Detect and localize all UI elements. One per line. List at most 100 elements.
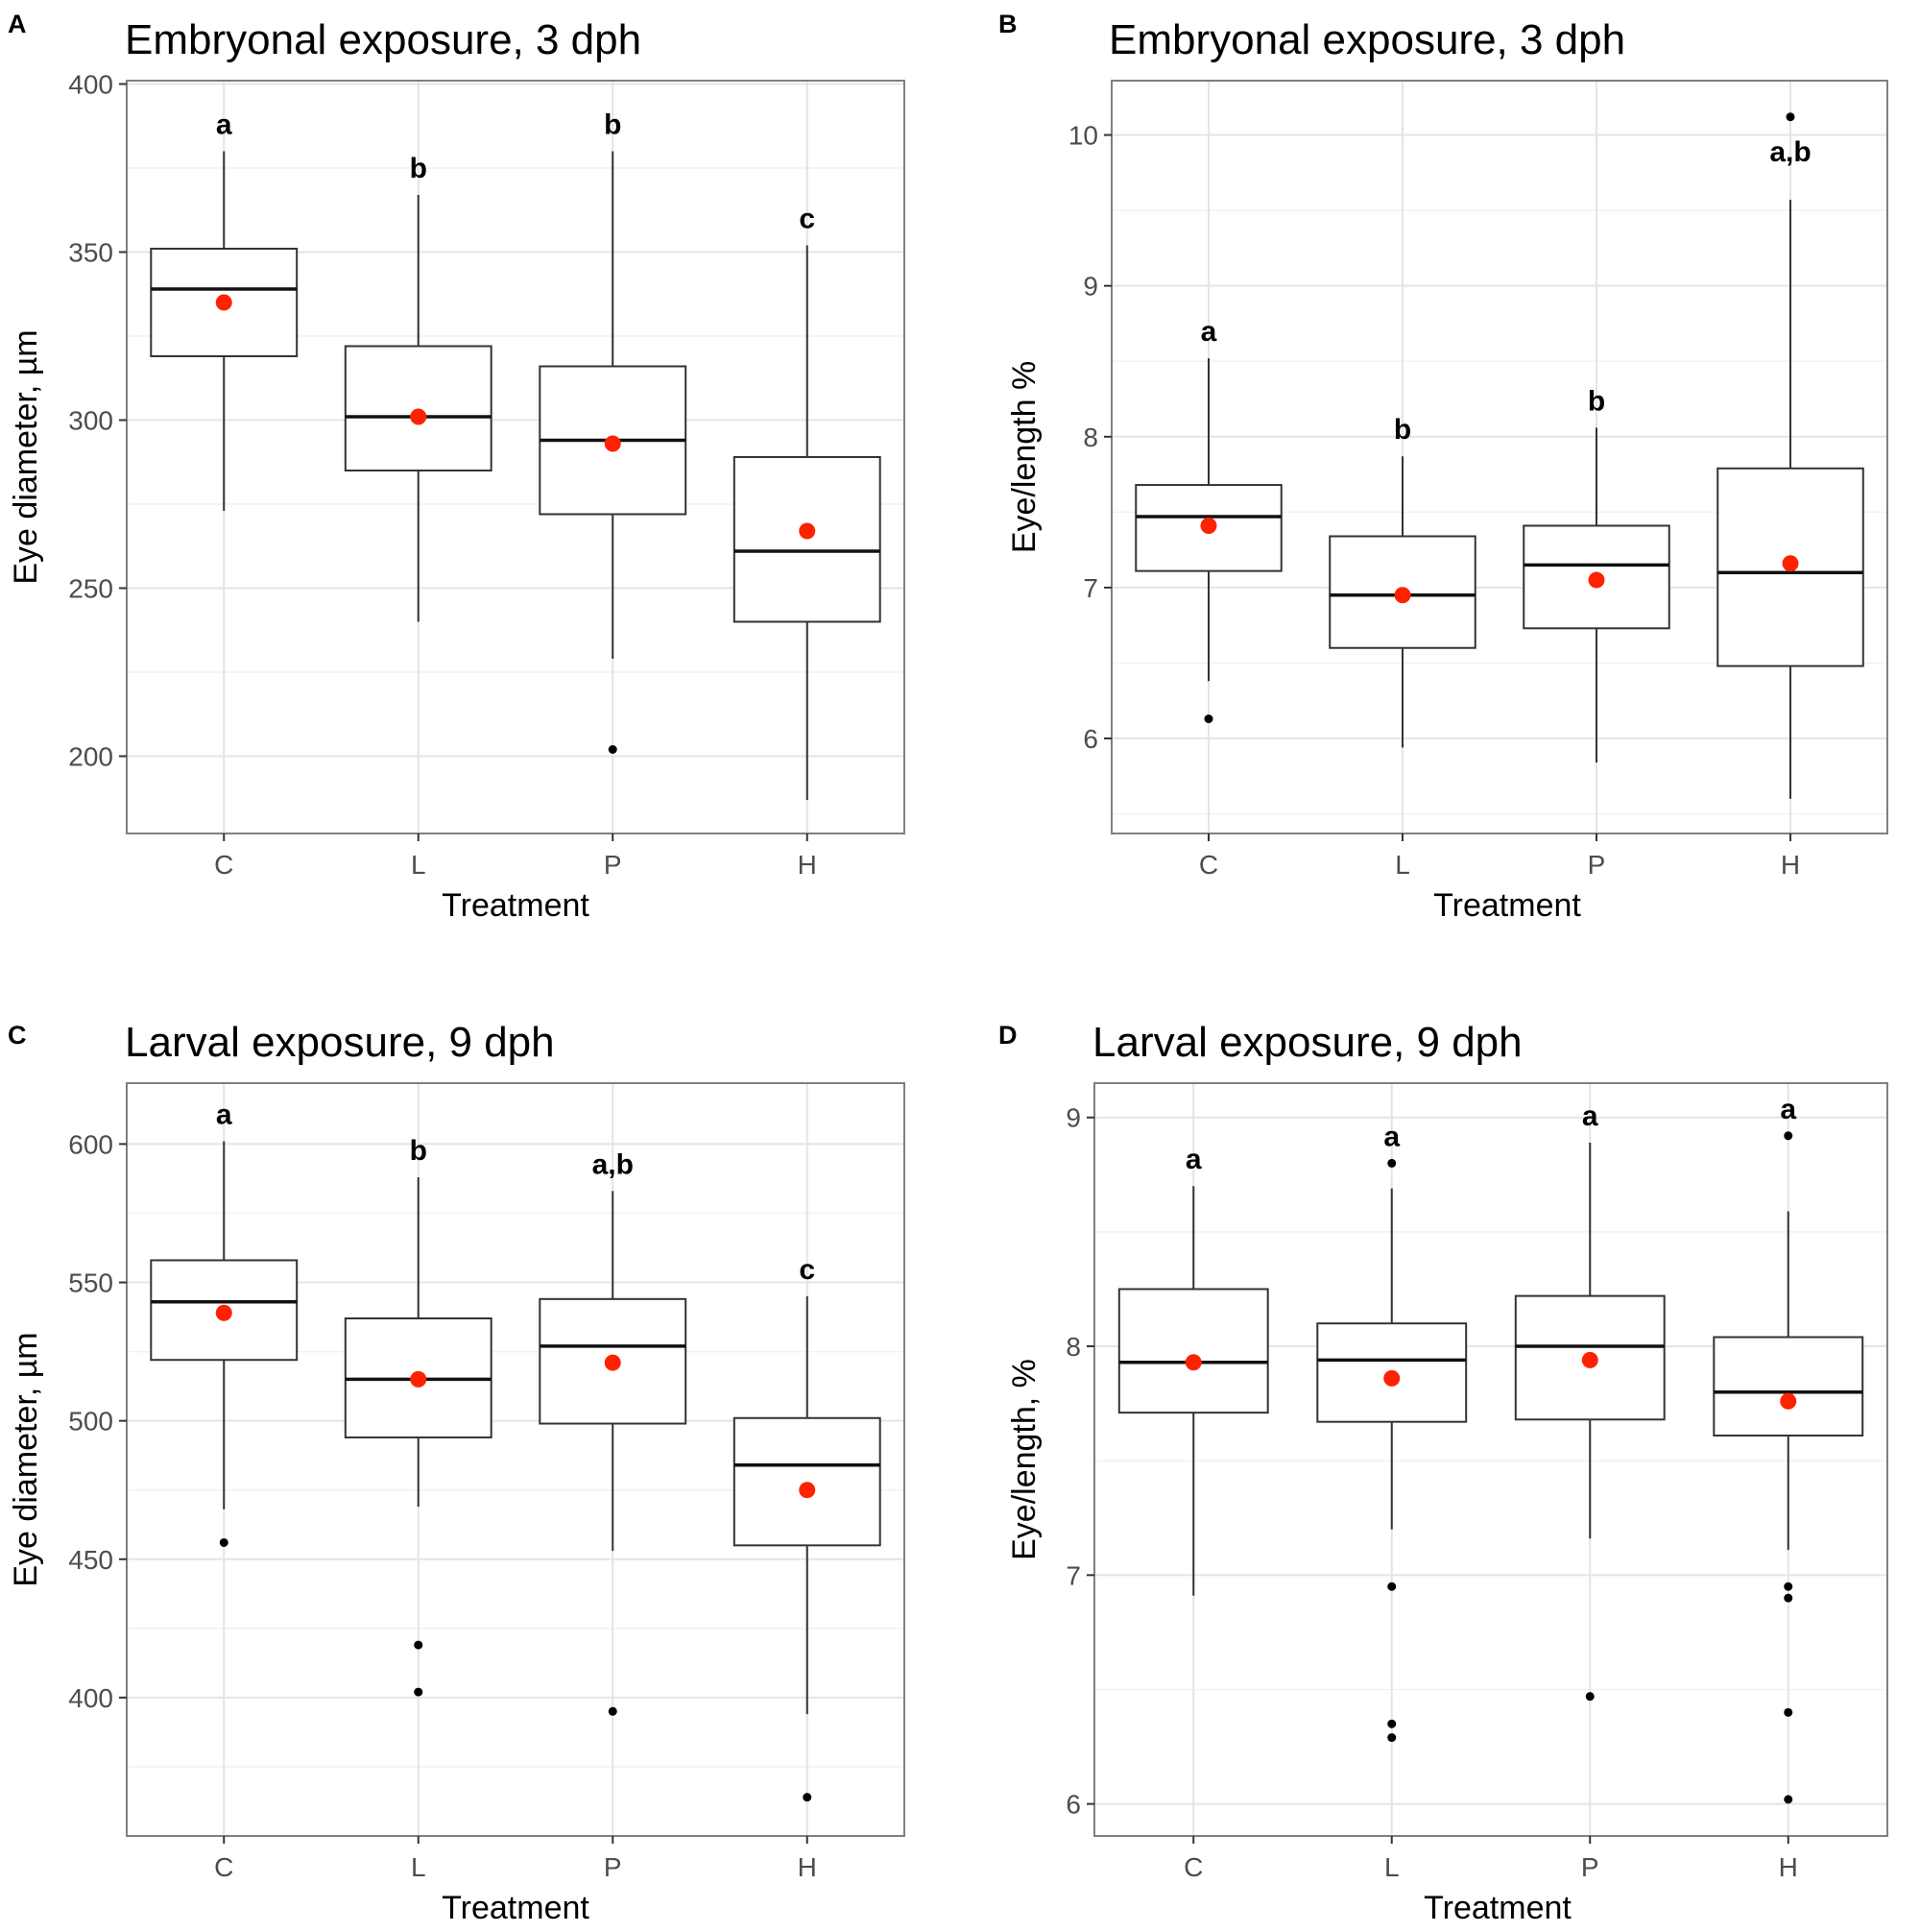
panel-d-p-significance-letter: a <box>1582 1100 1598 1132</box>
panel-a-l-significance-letter: b <box>410 153 427 184</box>
panel-c-c-outlier-point <box>219 1537 228 1547</box>
panel-d-y-axis-title: Eye/length, % <box>1006 1359 1043 1560</box>
panel-d-x-tick-label: L <box>1384 1852 1400 1882</box>
panel-b-y-tick-label: 6 <box>1083 724 1098 754</box>
panel-d-l-outlier-point <box>1387 1733 1397 1743</box>
panel-a-x-tick-label: P <box>604 850 622 880</box>
panel-a-l-box <box>344 345 492 471</box>
panel-c-x-tick-label: H <box>798 1852 817 1882</box>
panel-b-l-mean-point <box>1394 587 1411 604</box>
panel-a-y-tick-label: 350 <box>68 238 113 268</box>
panel-a-p-outlier-point <box>608 745 617 754</box>
panel-a-x-tick-label: C <box>214 850 233 880</box>
panel-a-x-tick-label: H <box>798 850 817 880</box>
panel-d-y-tick-label: 9 <box>1066 1103 1081 1133</box>
panel-c-x-axis-title: Treatment <box>442 1890 589 1926</box>
panel-c-y-tick-label: 500 <box>68 1407 113 1437</box>
panel-b-p-significance-letter: b <box>1588 385 1605 417</box>
panel-b-p-mean-point <box>1588 571 1605 589</box>
panel-a-h-significance-letter: c <box>799 204 815 235</box>
panel-b-l-significance-letter: b <box>1394 414 1411 446</box>
panel-c-border <box>126 1082 905 1837</box>
panel-c: C Larval exposure, 9 dph a b a,b c 400 450 50… <box>8 1019 905 1926</box>
panel-c-y-tick-label: 550 <box>68 1268 113 1298</box>
panel-a-y-tick-label: 250 <box>68 574 113 604</box>
panel-b-x-tick-label: L <box>1395 850 1410 880</box>
panel-a-h-box <box>732 456 881 623</box>
panel-c-c-significance-letter: a <box>216 1099 232 1131</box>
panel-d-c-box <box>1117 1288 1269 1414</box>
panel-d-c-significance-letter: a <box>1186 1144 1202 1175</box>
panel-b-c-significance-letter: a <box>1201 316 1217 348</box>
panel-c-h-box <box>732 1416 881 1547</box>
panel-label-c: C <box>8 1021 27 1050</box>
panel-c-y-axis-title: Eye diameter, µm <box>8 1332 44 1586</box>
panel-c-y-tick-label: 450 <box>68 1545 113 1575</box>
panel-b-x-axis-title: Treatment <box>1433 887 1581 924</box>
panel-b-y-axis-title: Eye/length % <box>1006 361 1043 553</box>
panel-b-border <box>1111 80 1888 834</box>
panel-c-x-tick-label: P <box>604 1852 622 1882</box>
panel-d-l-outlier-point <box>1387 1719 1397 1728</box>
panel-c-l-outlier-point <box>414 1687 423 1697</box>
panel-c-p-outlier-point <box>608 1706 617 1716</box>
panel-b-y-axis: 6 7 8 9 10 <box>1068 121 1112 754</box>
panel-a-y-tick-label: 200 <box>68 742 113 772</box>
panel-c-x-tick-label: C <box>214 1852 233 1882</box>
panel-a-border <box>126 80 905 834</box>
panel-d-h-outlier-point <box>1784 1707 1793 1717</box>
panel-d-h-outlier-point <box>1784 1795 1793 1804</box>
panel-d-y-tick-label: 7 <box>1066 1560 1081 1590</box>
panel-b-x-tick-label: C <box>1199 850 1218 880</box>
panel-d-h-box <box>1713 1336 1864 1437</box>
panel-c-boxes: a b a,b c <box>150 1099 881 1802</box>
panel-label-a: A <box>8 10 27 38</box>
panel-b-h-mean-point <box>1782 555 1799 572</box>
panel-b-y-tick-label: 8 <box>1083 423 1098 452</box>
panel-label-b: B <box>998 10 1018 38</box>
panel-d-l-outlier-point <box>1387 1582 1397 1591</box>
panel-a-y-axis-title: Eye diameter, µm <box>8 329 44 584</box>
panel-a-c-significance-letter: a <box>216 109 232 141</box>
panel-d-l-mean-point <box>1383 1369 1401 1387</box>
panel-d-h-significance-letter: a <box>1780 1094 1796 1125</box>
panel-a-x-tick-label: L <box>411 850 426 880</box>
panel-b-title: Embryonal exposure, 3 dph <box>1109 16 1625 63</box>
panel-c-title: Larval exposure, 9 dph <box>125 1019 555 1066</box>
panel-b-y-tick-label: 9 <box>1083 272 1098 302</box>
panel-b-boxes: a b b a,b <box>1135 112 1864 799</box>
panel-a-y-tick-label: 400 <box>68 70 113 100</box>
panel-b-c-outlier-point <box>1204 714 1213 724</box>
panel-b-x-tick-label: H <box>1781 850 1800 880</box>
panel-d-boxes: a a a a <box>1117 1094 1864 1804</box>
panel-d-x-tick-label: H <box>1779 1852 1798 1882</box>
panel-a-l-mean-point <box>410 408 427 425</box>
panel-c-l-outlier-point <box>414 1640 423 1650</box>
panel-a-boxes: a b b c <box>150 109 881 800</box>
panel-c-l-mean-point <box>410 1370 427 1388</box>
panel-d-x-tick-label: P <box>1581 1852 1599 1882</box>
panel-c-h-significance-letter: c <box>799 1254 815 1286</box>
panel-a-y-axis: 200 250 300 350 400 <box>68 70 127 772</box>
panel-d-h-mean-point <box>1780 1392 1797 1410</box>
panel-a-p-significance-letter: b <box>604 109 621 141</box>
panel-d-x-tick-label: C <box>1184 1852 1203 1882</box>
panel-a-c-mean-point <box>215 294 232 311</box>
panel-d-p-outlier-point <box>1585 1692 1595 1702</box>
panel-d-p-mean-point <box>1581 1351 1598 1368</box>
panel-c-y-axis: 400 450 500 550 600 <box>68 1129 127 1713</box>
panel-c-l-significance-letter: b <box>410 1135 427 1167</box>
panel-a-title: Embryonal exposure, 3 dph <box>125 16 641 63</box>
panel-d-h-outlier-point <box>1784 1582 1793 1591</box>
panel-d-x-axis-title: Treatment <box>1424 1890 1572 1926</box>
panel-b: B Embryonal exposure, 3 dph a b b a,b 6 7 8 9 1… <box>998 10 1888 924</box>
panel-a: A Embryonal exposure, 3 dph a b b c 200 250 3… <box>8 10 905 924</box>
panel-d-h-outlier-point <box>1784 1593 1793 1603</box>
